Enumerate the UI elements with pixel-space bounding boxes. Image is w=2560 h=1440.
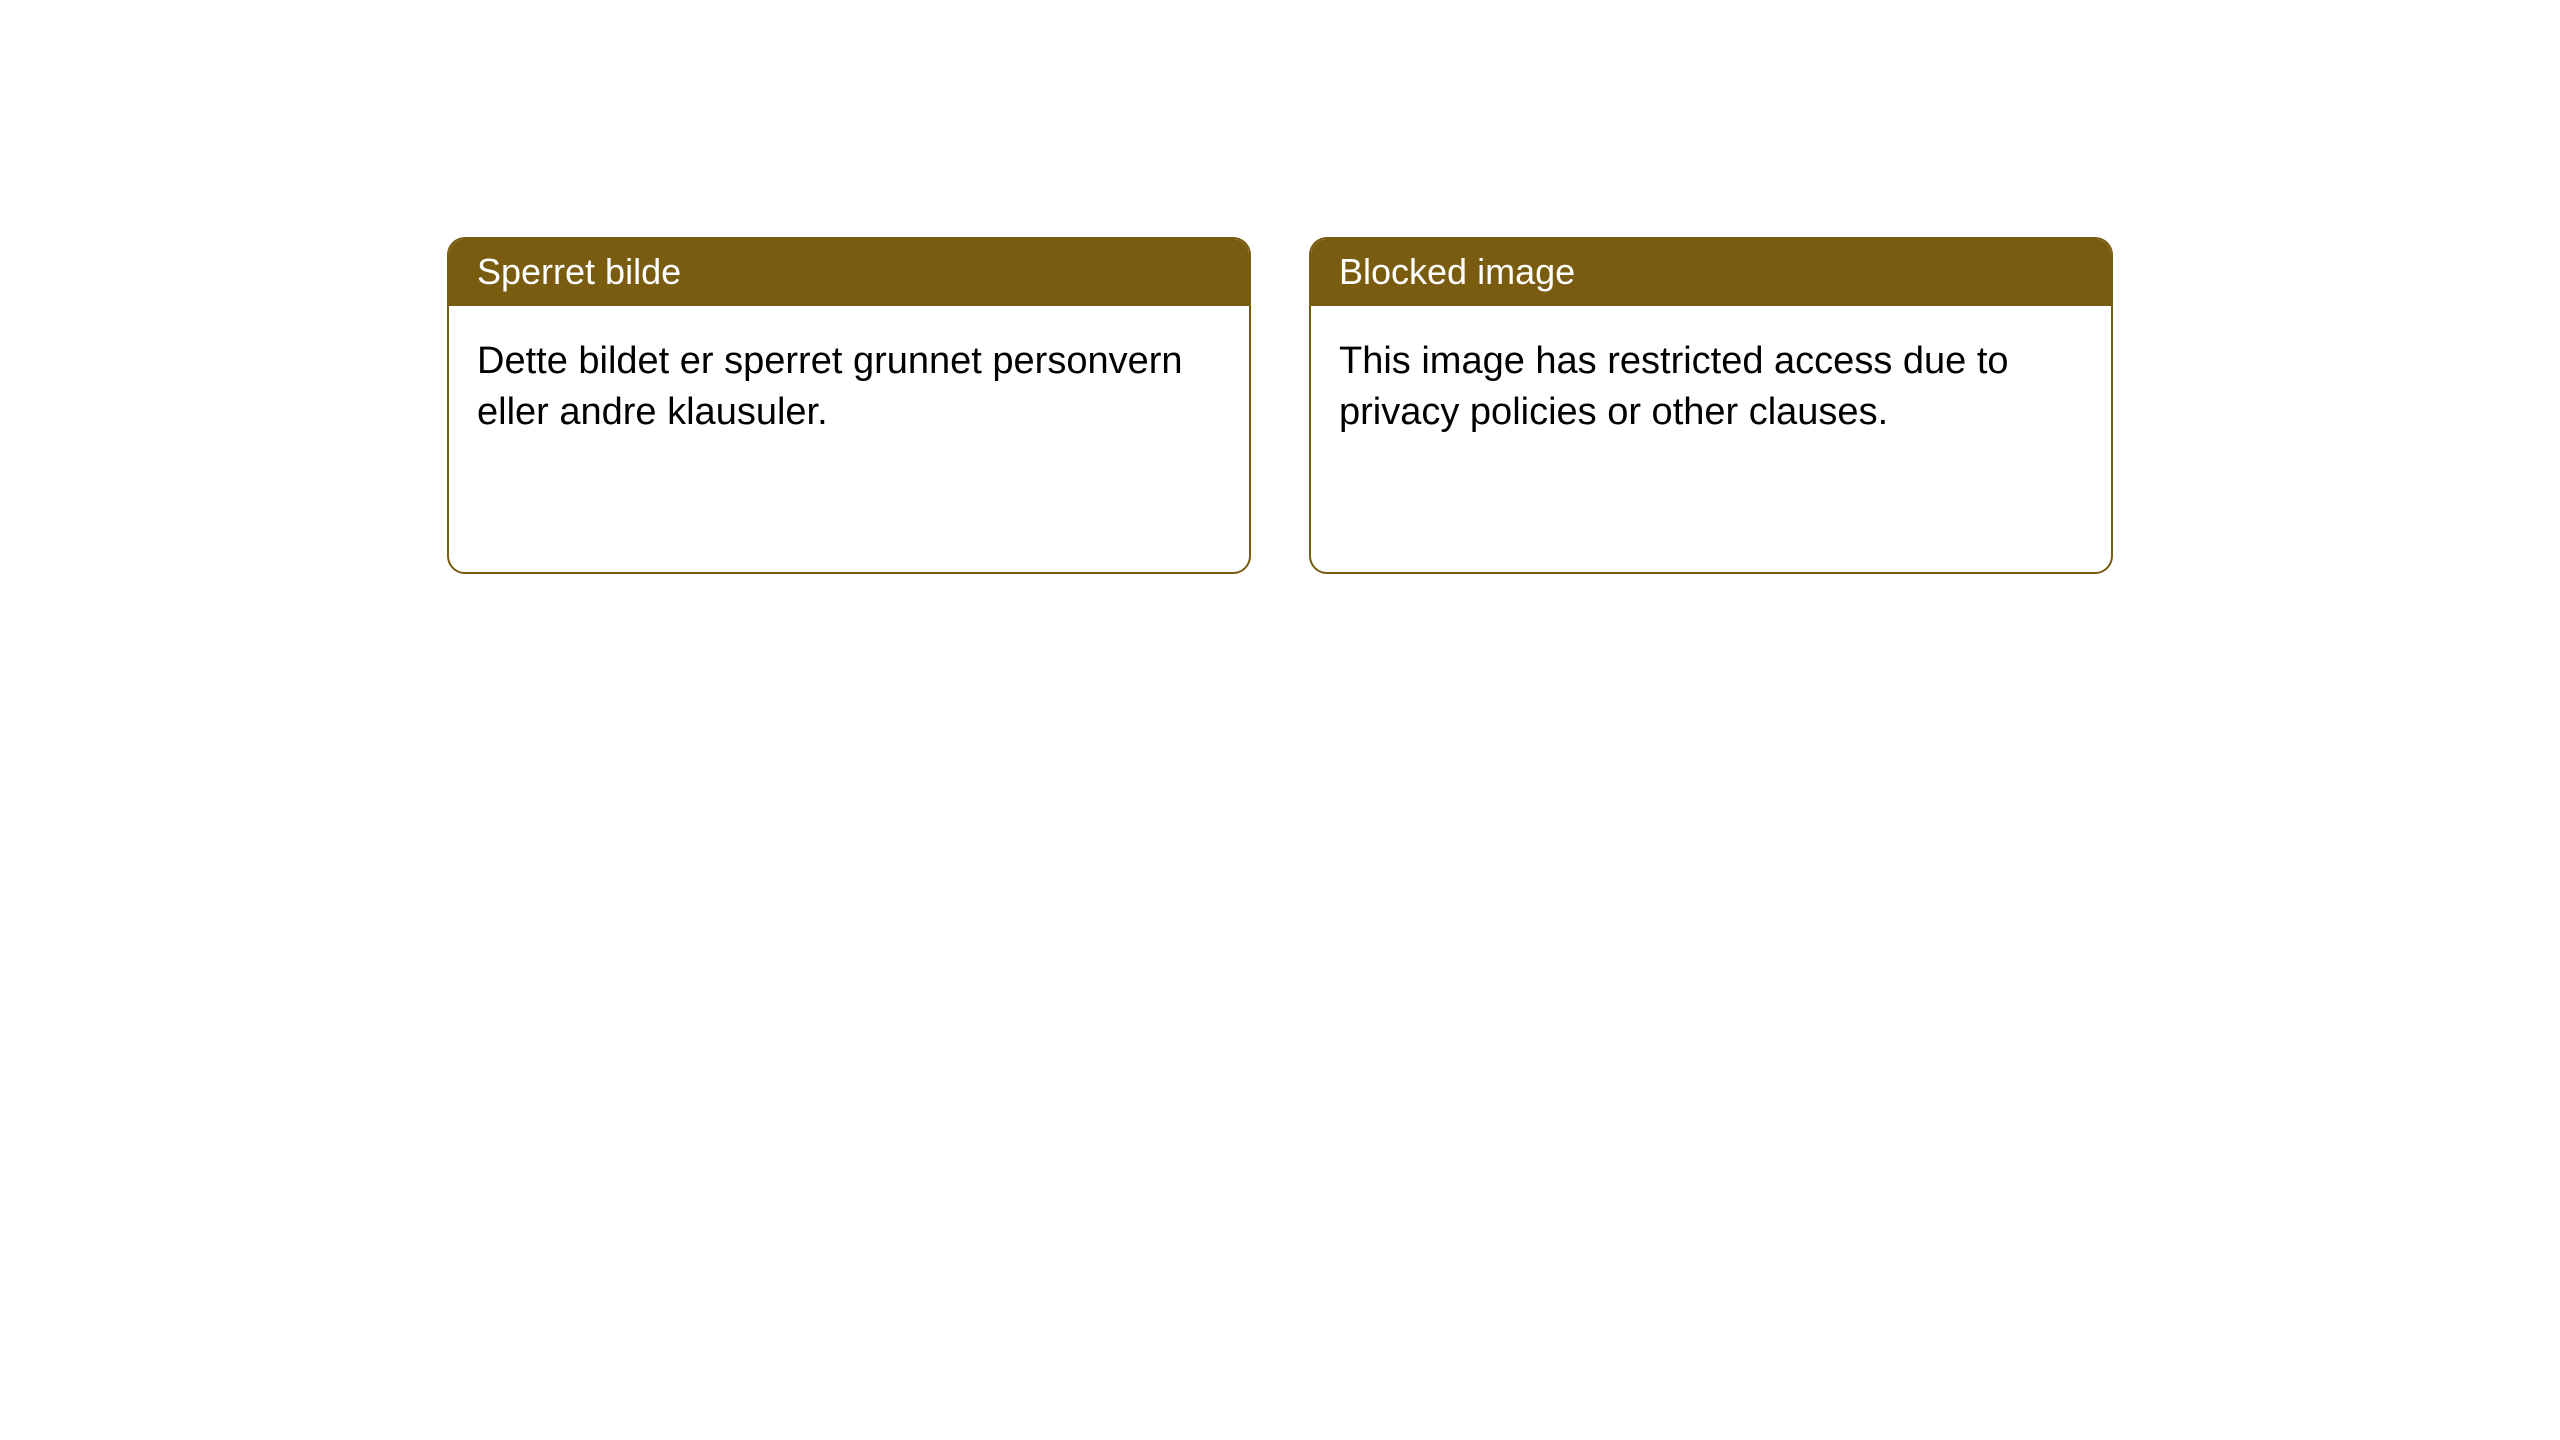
card-body: This image has restricted access due to … xyxy=(1311,306,2111,469)
card-title-text: Blocked image xyxy=(1339,251,1575,292)
notice-cards-container: Sperret bilde Dette bildet er sperret gr… xyxy=(447,237,2113,574)
card-header: Sperret bilde xyxy=(449,239,1249,306)
notice-card-norwegian: Sperret bilde Dette bildet er sperret gr… xyxy=(447,237,1251,574)
card-body: Dette bildet er sperret grunnet personve… xyxy=(449,306,1249,469)
card-body-text: Dette bildet er sperret grunnet personve… xyxy=(477,340,1183,433)
notice-card-english: Blocked image This image has restricted … xyxy=(1309,237,2113,574)
card-body-text: This image has restricted access due to … xyxy=(1339,340,2009,433)
card-header: Blocked image xyxy=(1311,239,2111,306)
card-title-text: Sperret bilde xyxy=(477,251,681,292)
